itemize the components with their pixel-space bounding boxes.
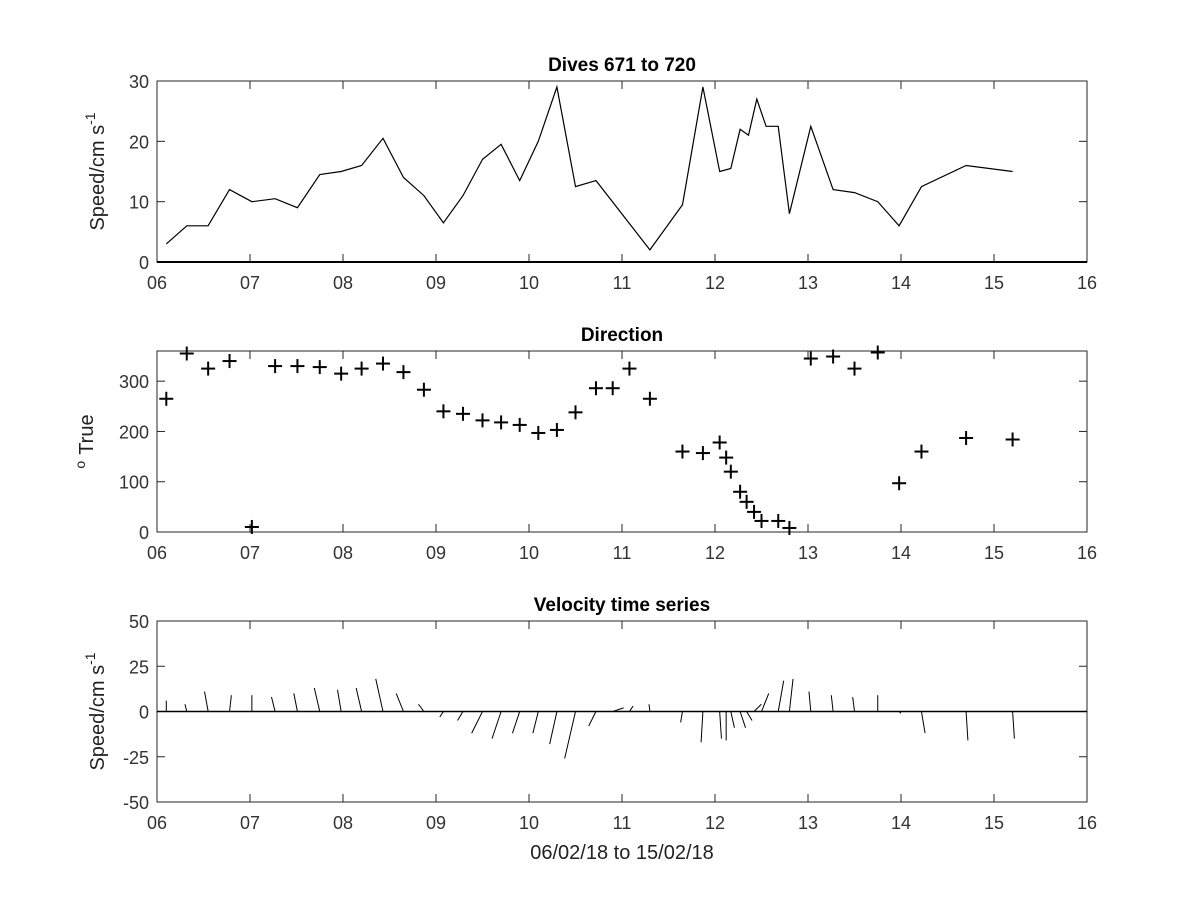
x-tick-label: 07 — [240, 273, 260, 293]
y-tick-label: 25 — [129, 657, 149, 677]
x-tick-label: 13 — [798, 543, 818, 563]
x-tick-label: 16 — [1077, 813, 1097, 833]
y-axis-label-text: True — [76, 414, 98, 454]
x-tick-label: 06 — [147, 813, 167, 833]
x-tick-label: 07 — [240, 813, 260, 833]
y-axis-label: Speed/cm s-1 — [82, 652, 109, 770]
plot-area — [157, 81, 1087, 262]
y-tick-label: 20 — [129, 132, 149, 152]
y-tick-label: -50 — [123, 793, 149, 813]
y-axis-label-text: Speed/cm s — [87, 125, 109, 231]
chart-title: Velocity time series — [534, 595, 710, 616]
y-tick-label: 0 — [139, 703, 149, 723]
y-tick-label: 200 — [119, 422, 149, 442]
plot-area — [157, 351, 1087, 532]
x-tick-label: 12 — [705, 273, 725, 293]
chart-panel-2: 06 07 08 09 10 11 12 13 14 15 16 0 100 200 300 Directio… — [72, 325, 1097, 563]
x-tick-label: 12 — [705, 813, 725, 833]
y-tick-label: 0 — [139, 523, 149, 543]
x-tick-label: 12 — [705, 543, 725, 563]
chart-title: Dives 671 to 720 — [548, 55, 696, 76]
y-tick-label: -25 — [123, 748, 149, 768]
y-tick-label: 100 — [119, 473, 149, 493]
y-tick-label: 50 — [129, 612, 149, 632]
x-axis-label: 06/02/18 to 15/02/18 — [530, 842, 714, 864]
x-tick-label: 14 — [891, 813, 911, 833]
x-tick-label: 15 — [984, 273, 1004, 293]
x-tick-label: 08 — [333, 813, 353, 833]
x-tick-label: 15 — [984, 543, 1004, 563]
x-tick-label: 09 — [426, 543, 446, 563]
x-tick-label: 11 — [613, 273, 632, 293]
y-axis-label: Speed/cm s-1 — [82, 112, 109, 230]
x-tick-label: 14 — [891, 273, 911, 293]
x-tick-label: 11 — [613, 813, 632, 833]
x-tick-label: 10 — [519, 813, 539, 833]
x-tick-label: 15 — [984, 813, 1004, 833]
chart-panel-1: 06 07 08 09 10 11 12 13 14 15 16 0 10 20 30 Dives 671 t… — [82, 55, 1097, 293]
x-tick-label: 08 — [333, 273, 353, 293]
x-tick-label: 13 — [798, 813, 818, 833]
y-axis-label-text: Speed/cm s — [87, 665, 109, 771]
y-tick-label: 30 — [129, 72, 149, 92]
x-tick-label: 06 — [147, 273, 167, 293]
y-axis-label-superscript: o — [72, 461, 88, 469]
x-tick-label: 14 — [891, 543, 911, 563]
y-tick-label: 0 — [139, 253, 149, 273]
y-tick-label: 10 — [129, 193, 149, 213]
y-axis-label-superscript: -1 — [82, 112, 98, 125]
x-tick-label: 16 — [1077, 273, 1097, 293]
x-tick-label: 09 — [426, 813, 446, 833]
x-tick-label: 06 — [147, 543, 167, 563]
y-axis-label-superscript: -1 — [82, 652, 98, 665]
x-tick-label: 11 — [613, 543, 632, 563]
chart-title: Direction — [581, 325, 663, 346]
x-tick-label: 10 — [519, 273, 539, 293]
x-tick-label: 16 — [1077, 543, 1097, 563]
x-tick-label: 08 — [333, 543, 353, 563]
y-tick-label: 300 — [119, 372, 149, 392]
x-tick-label: 09 — [426, 273, 446, 293]
x-tick-label: 13 — [798, 273, 818, 293]
x-tick-label: 07 — [240, 543, 260, 563]
x-tick-label: 10 — [519, 543, 539, 563]
